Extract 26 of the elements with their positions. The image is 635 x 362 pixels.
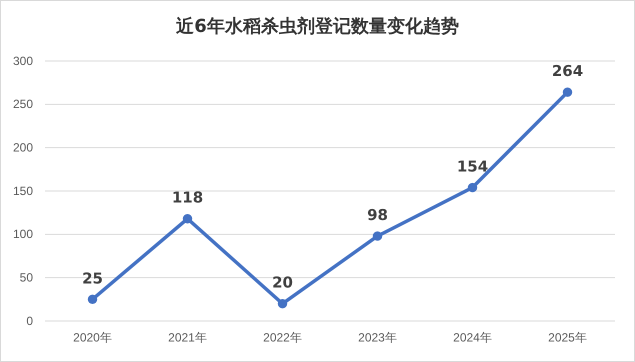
point [372, 231, 382, 241]
data-label: 20 [272, 274, 293, 292]
y-tick-label: 0 [26, 314, 34, 328]
x-tick-label: 2024年 [453, 330, 492, 345]
y-tick-label: 200 [12, 140, 34, 155]
y-tick-label: 100 [12, 227, 34, 242]
data-label: 98 [367, 206, 388, 224]
point [562, 87, 572, 97]
y-tick-label: 50 [20, 270, 34, 285]
x-tick-label: 2023年 [358, 330, 397, 345]
y-tick-label: 300 [12, 54, 34, 68]
chart-title: 近6年水稻杀虫剂登记数量变化趋势 [175, 16, 459, 37]
data-label: 118 [172, 188, 204, 207]
y-tick-label: 150 [12, 184, 34, 198]
y-tick-label: 250 [12, 97, 34, 112]
x-tick-label: 2022年 [263, 330, 302, 345]
x-tick-label: 2021年 [168, 330, 207, 345]
point [182, 214, 192, 224]
data-label: 25 [82, 269, 103, 288]
data-label: 154 [456, 158, 488, 176]
point [278, 298, 288, 308]
point [468, 182, 478, 192]
data-label: 264 [552, 62, 584, 80]
x-tick-label: 2020年 [73, 330, 112, 345]
point [88, 294, 98, 304]
x-tick-label: 2025年 [548, 330, 587, 345]
